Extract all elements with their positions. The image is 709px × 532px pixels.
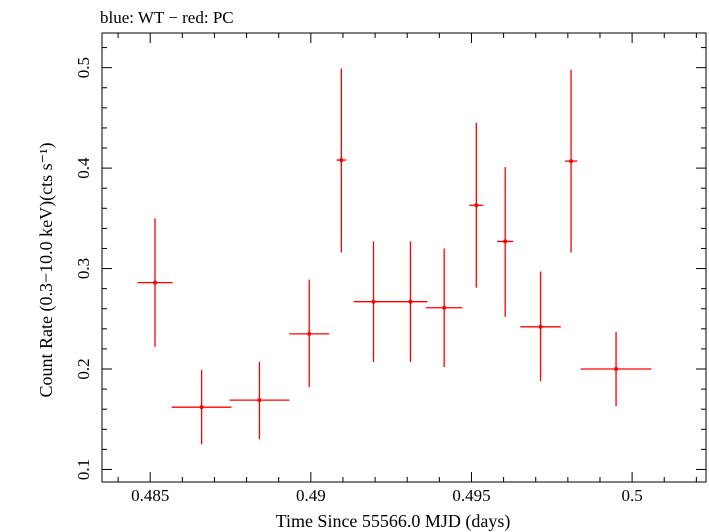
point-marker xyxy=(614,366,619,371)
point-marker xyxy=(408,299,413,304)
data-point xyxy=(171,370,232,445)
point-marker xyxy=(569,159,574,164)
data-point xyxy=(336,68,347,253)
y-tick-label: 0.2 xyxy=(74,358,93,379)
plot-frame xyxy=(101,32,707,483)
point-marker xyxy=(307,331,312,336)
data-point xyxy=(229,361,290,440)
chart-title: blue: WT − red: PC xyxy=(100,8,234,27)
data-point xyxy=(425,248,463,367)
point-marker xyxy=(503,239,508,244)
x-tick-label: 0.5 xyxy=(621,486,642,505)
point-marker xyxy=(371,299,376,304)
data-point xyxy=(393,241,428,362)
x-tick-label: 0.495 xyxy=(452,486,490,505)
data-point xyxy=(137,218,173,347)
y-axis-title: Count Rate (0.3−10.0 keV)(cts s⁻¹) xyxy=(36,142,57,397)
y-tick-label: 0.3 xyxy=(74,258,93,279)
x-axis-title: Time Since 55566.0 MJD (days) xyxy=(276,511,511,532)
point-marker xyxy=(153,280,158,285)
data-series xyxy=(137,68,652,445)
data-point xyxy=(564,69,578,253)
point-marker xyxy=(339,158,344,163)
point-marker xyxy=(257,398,262,403)
point-marker xyxy=(538,324,543,329)
axis-ticks xyxy=(102,33,706,482)
data-point xyxy=(469,122,484,288)
y-tick-label: 0.1 xyxy=(74,459,93,480)
y-tick-label: 0.4 xyxy=(74,157,93,179)
point-marker xyxy=(442,305,447,310)
y-tick-label: 0.5 xyxy=(74,57,93,78)
data-point xyxy=(520,271,561,382)
x-tick-label: 0.49 xyxy=(296,486,326,505)
axis-tick-labels: 0.485 0.49 0.495 0.5 0.1 0.2 0.3 0.4 0.5 xyxy=(74,57,643,505)
data-point xyxy=(580,331,652,407)
point-marker xyxy=(474,203,479,208)
point-marker xyxy=(199,405,204,410)
data-point xyxy=(353,241,394,362)
x-tick-label: 0.485 xyxy=(131,486,169,505)
data-point xyxy=(497,167,514,317)
data-point xyxy=(289,279,330,388)
